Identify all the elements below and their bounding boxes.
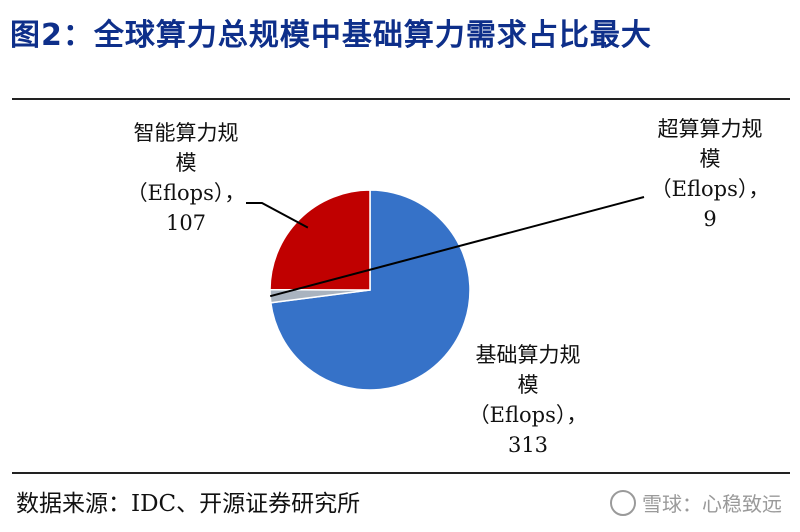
watermark-text: 雪球：心稳致远 — [642, 492, 782, 516]
snowball-logo-icon — [610, 490, 636, 516]
label-line: （Eflops）， — [126, 181, 246, 205]
bottom-rule — [12, 472, 790, 474]
leader-line-super — [269, 196, 645, 298]
label-line: 模 — [699, 147, 721, 171]
top-rule — [12, 98, 790, 100]
pie-slice-intelligent — [269, 189, 371, 291]
label-basic-compute: 基础算力规 模 （Eflops）， 313 — [448, 340, 608, 460]
label-intelligent-compute: 智能算力规 模 （Eflops）， 107 — [106, 118, 266, 238]
label-value: 107 — [165, 211, 207, 235]
watermark: 雪球：心稳致远 — [610, 488, 782, 517]
label-line: 模 — [517, 373, 539, 397]
source-note: 数据来源：IDC、开源证券研究所 — [16, 491, 361, 517]
leader-line-intelligent — [246, 202, 309, 229]
label-value: 9 — [703, 207, 717, 231]
label-super-compute: 超算算力规 模 （Eflops）， 9 — [630, 114, 790, 234]
label-line: （Eflops）， — [650, 177, 770, 201]
label-line: 模 — [175, 151, 197, 175]
label-line: 基础算力规 — [475, 343, 581, 367]
figure-title: 图2：全球算力总规模中基础算力需求占比最大 — [10, 18, 652, 53]
label-value: 313 — [507, 433, 549, 457]
label-line: 智能算力规 — [133, 121, 239, 145]
label-line: 超算算力规 — [657, 117, 763, 141]
label-line: （Eflops）， — [468, 403, 588, 427]
